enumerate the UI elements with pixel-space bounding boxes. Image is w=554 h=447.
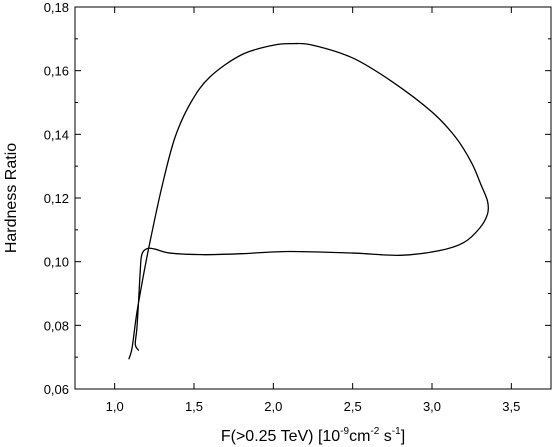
x-axis-title-mid2: s [379,428,391,445]
y-tick-label: 0,16 [44,64,69,79]
x-tick-label: 3,0 [423,399,441,414]
x-tick-label: 3,5 [502,399,520,414]
x-tick-label: 1,5 [185,399,203,414]
tick-labels: 1,0 1,5 2,0 2,5 3,0 3,5 0,06 0,08 0,10 0,12 0,14 0,… [44,0,521,414]
y-tick-label: 0,06 [44,382,69,397]
x-tick-label: 2,0 [264,399,282,414]
x-axis-title-exp3: -1 [392,426,401,437]
plot-frame [74,6,552,390]
x-axis-title-exp1: -9 [340,426,349,437]
axis-ticks [75,6,551,390]
y-tick-label: 0,10 [44,255,69,270]
y-tick-label: 0,08 [44,318,69,333]
x-axis-title-suffix: ] [401,428,405,445]
x-axis-title: F(>0.25 TeV) [10-9cm-2 s-1] [221,426,405,445]
x-axis-title-exp2: -2 [370,426,379,437]
y-tick-label: 0,18 [44,0,69,15]
x-tick-label: 1,0 [106,399,124,414]
x-axis-title-prefix: F(>0.25 TeV) [10 [221,428,340,445]
x-tick-label: 2,5 [344,399,362,414]
x-axis-title-mid1: cm [349,428,370,445]
y-tick-label: 0,14 [44,127,69,142]
y-axis-title: Hardness Ratio [3,143,20,253]
series-line-hardness-ratio [128,42,490,360]
y-tick-label: 0,12 [44,191,69,206]
